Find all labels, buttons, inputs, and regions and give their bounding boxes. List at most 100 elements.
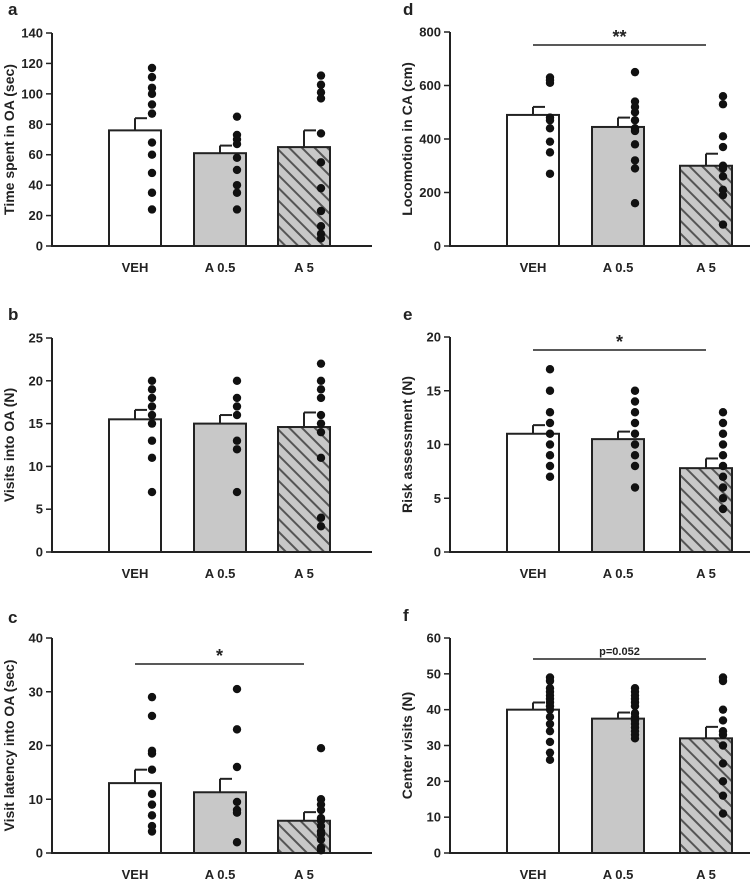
data-point <box>147 150 157 159</box>
y-tick-label: 15 <box>29 416 43 431</box>
y-axis-label: Risk assessment (N) <box>399 376 415 513</box>
y-tick-label: 200 <box>419 185 441 200</box>
data-point <box>718 676 728 686</box>
data-point <box>316 522 326 531</box>
y-tick-label: 25 <box>29 331 43 346</box>
y-tick-label: 0 <box>36 846 43 861</box>
data-point <box>545 755 555 765</box>
panel-letter: e <box>403 305 412 324</box>
y-tick-label: 20 <box>29 208 43 223</box>
y-tick-label: 0 <box>36 239 43 254</box>
data-point <box>232 797 242 807</box>
data-point <box>718 791 728 800</box>
data-point <box>316 88 326 97</box>
data-point <box>630 140 640 149</box>
data-point <box>545 719 555 729</box>
data-point <box>316 234 326 243</box>
data-point <box>316 427 326 437</box>
data-point <box>630 418 640 428</box>
y-tick-label: 0 <box>434 239 441 254</box>
data-point <box>147 827 157 836</box>
y-tick-label: 30 <box>29 684 43 699</box>
y-axis-label: Visits into OA (N) <box>1 388 17 502</box>
data-point <box>147 376 157 385</box>
data-point <box>232 410 242 420</box>
data-point <box>147 393 157 403</box>
data-point <box>147 453 157 463</box>
data-point <box>545 124 555 133</box>
data-point <box>545 365 555 374</box>
category-label: A 0.5 <box>603 260 634 275</box>
data-point <box>630 483 640 492</box>
data-point <box>545 472 555 481</box>
data-point <box>232 188 242 197</box>
y-tick-label: 10 <box>29 792 43 807</box>
data-point <box>545 386 555 395</box>
data-point <box>630 67 640 77</box>
y-tick-label: 60 <box>29 147 43 162</box>
y-tick-label: 0 <box>36 545 43 560</box>
data-point <box>545 705 555 714</box>
category-label: A 5 <box>294 566 314 581</box>
data-point <box>232 838 242 847</box>
data-point <box>316 410 326 420</box>
data-point <box>316 359 326 368</box>
y-tick-label: 10 <box>427 437 441 452</box>
data-point <box>316 393 326 403</box>
data-point <box>316 158 326 167</box>
data-point <box>630 408 640 417</box>
y-tick-label: 10 <box>427 810 441 825</box>
data-point <box>316 183 326 193</box>
category-label: A 5 <box>294 260 314 275</box>
data-point <box>316 513 326 522</box>
panel-letter: d <box>403 0 413 19</box>
data-point <box>718 429 728 438</box>
panel-d: d 0 200 400 600 800 Locomotion in CA (cm) VEH A … <box>399 0 750 275</box>
data-point <box>630 701 640 711</box>
data-point <box>232 808 242 817</box>
data-point <box>630 429 640 438</box>
panel-a: a 0 20 40 60 80 100 120 140 Time spent in OA (sec… <box>1 0 372 275</box>
data-point <box>718 408 728 417</box>
data-point <box>147 205 157 214</box>
data-point <box>316 743 326 753</box>
y-tick-label: 600 <box>419 78 441 93</box>
data-point <box>545 440 555 449</box>
data-point <box>232 445 242 454</box>
data-point <box>545 737 555 747</box>
data-point <box>630 397 640 406</box>
category-label: VEH <box>122 260 149 275</box>
data-point <box>147 168 157 178</box>
category-label: VEH <box>122 566 149 581</box>
data-point <box>147 410 157 420</box>
data-point <box>232 402 242 411</box>
data-point <box>147 63 157 73</box>
data-point <box>630 451 640 460</box>
panel-letter: b <box>8 305 18 324</box>
data-point <box>316 385 326 394</box>
data-point <box>316 835 326 844</box>
data-point <box>718 809 728 818</box>
y-tick-label: 140 <box>21 26 43 41</box>
data-point <box>718 92 728 101</box>
panel-f: f 0 10 20 30 40 50 60 Center visits (N) VEH A 0.5 A… <box>399 606 750 882</box>
bar-1 <box>108 129 162 247</box>
panel-b: b 0 5 10 15 20 25 Visits into OA (N) VEH A 0.5 A 5 <box>1 305 372 581</box>
data-point <box>316 419 326 428</box>
data-point <box>232 762 242 772</box>
data-point <box>232 180 242 190</box>
data-point <box>718 190 728 200</box>
significance-label: * <box>216 646 223 666</box>
data-point <box>147 692 157 702</box>
data-point <box>545 429 555 438</box>
data-point <box>232 376 242 385</box>
y-tick-label: 5 <box>36 502 43 517</box>
data-point <box>232 112 242 121</box>
data-point <box>316 94 326 103</box>
data-point <box>316 71 326 80</box>
data-point <box>232 436 242 445</box>
data-point <box>630 461 640 471</box>
data-point <box>545 116 555 125</box>
bar-1 <box>506 113 560 247</box>
